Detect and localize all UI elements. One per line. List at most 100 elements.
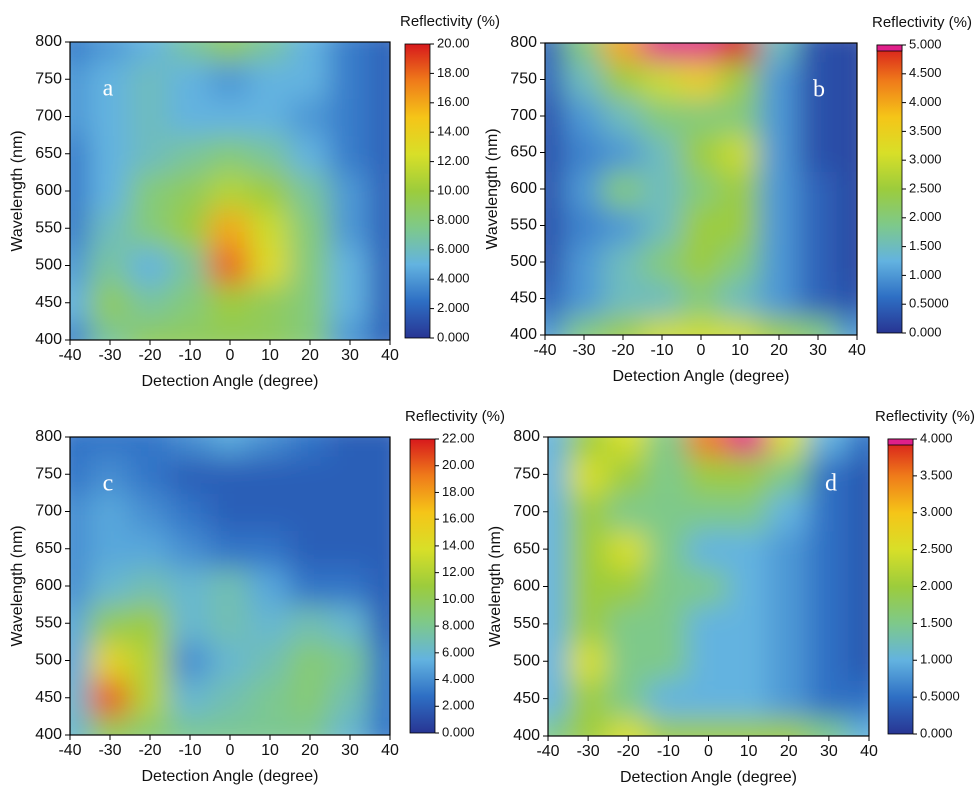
heat-cell [369, 245, 390, 286]
heat-cell [767, 604, 810, 644]
heat-cell [545, 133, 566, 172]
colorbar-tick-label: 4.000 [909, 94, 942, 109]
heat-cell [249, 245, 291, 286]
heat-cell [807, 492, 850, 532]
heat-cell [602, 133, 644, 172]
y-tick-label: 800 [35, 428, 62, 445]
heat-cell [687, 437, 730, 457]
heat-cell [369, 134, 390, 174]
y-tick-label: 400 [35, 726, 62, 743]
heat-cell [289, 42, 331, 62]
heat-cell [836, 242, 857, 282]
heat-cell [70, 320, 91, 340]
heat-cell [209, 208, 251, 248]
heat-cell [602, 279, 644, 318]
heat-cell [369, 208, 390, 248]
colorbar-tick-label: 4.000 [437, 271, 470, 286]
heat-cell [89, 715, 131, 735]
heat-cell [289, 96, 331, 137]
colorbar-tick-label: 1.500 [920, 615, 953, 630]
x-tick-label: -30 [98, 742, 121, 759]
heat-cell [607, 437, 650, 457]
heat-cell [807, 678, 850, 719]
heat-cell [647, 678, 690, 719]
colorbar-title: Reflectivity (%) [400, 13, 500, 30]
heat-cell [169, 678, 211, 718]
heat-cell [687, 641, 730, 681]
heat-cell [680, 133, 722, 172]
colorbar [409, 438, 436, 734]
heat-cell [249, 437, 291, 457]
heat-cell [680, 60, 722, 99]
heat-cell [687, 566, 730, 607]
colorbar-tick-label: 5.000 [909, 36, 942, 51]
heat-cell [89, 437, 131, 457]
heat-cell [70, 491, 91, 532]
colorbar-tick-label: 2.000 [909, 209, 942, 224]
heat-cell [563, 169, 605, 209]
y-tick-label: 550 [513, 615, 540, 632]
y-tick-label: 550 [510, 217, 537, 234]
heat-cell [369, 678, 390, 718]
heat-cell [209, 715, 251, 735]
heat-cell [169, 715, 211, 735]
heat-cell [807, 437, 850, 457]
heat-cell [70, 134, 91, 174]
y-tick-label: 800 [35, 33, 62, 50]
panel-label: d [825, 471, 837, 497]
y-tick-label: 400 [513, 727, 540, 744]
heat-cell [169, 134, 211, 174]
heat-cell [727, 716, 770, 736]
heat-cell [289, 134, 331, 174]
colorbar-tick-label: 2.500 [909, 180, 942, 195]
heat-cell [369, 603, 390, 643]
colorbar-title: Reflectivity (%) [405, 408, 505, 425]
heat-cell [369, 529, 390, 569]
y-tick-label: 650 [510, 144, 537, 161]
heat-cell [89, 283, 131, 323]
heat-cell [719, 60, 761, 99]
colorbar [404, 43, 431, 339]
heat-cell [249, 715, 291, 735]
heat-cell [70, 96, 91, 137]
heat-cell [209, 678, 251, 718]
colorbar-tick-label: 10.00 [437, 182, 470, 197]
heat-cell [169, 454, 211, 494]
heat-cell [847, 566, 869, 607]
heat-cell [847, 716, 869, 736]
heat-cell [329, 678, 371, 718]
heat-cell [563, 60, 605, 99]
heat-cell [727, 566, 770, 607]
colorbar-tick-label: 14.00 [437, 124, 470, 139]
heatmap-cells [70, 437, 390, 735]
y-tick-label: 500 [510, 253, 537, 270]
colorbar-tick-label: 2.500 [920, 541, 953, 556]
heat-cell [641, 206, 683, 245]
heat-cell [169, 529, 211, 569]
heat-cell [607, 641, 650, 681]
panel-label: b [813, 77, 825, 103]
heat-cell [727, 454, 770, 495]
heat-cell [719, 242, 761, 282]
y-tick-label: 450 [513, 690, 540, 707]
heat-cell [329, 454, 371, 494]
heat-cell [329, 640, 371, 681]
heat-cell [289, 640, 331, 681]
y-tick-label: 700 [513, 503, 540, 520]
heat-cell [329, 134, 371, 174]
heat-cell [329, 42, 371, 62]
x-tick-label: -40 [536, 743, 559, 760]
heat-cell [641, 133, 683, 172]
heat-cell [129, 437, 171, 457]
x-tick-label: -20 [617, 743, 640, 760]
y-tick-label: 650 [513, 540, 540, 557]
heat-cell [209, 603, 251, 643]
heat-cell [89, 678, 131, 718]
heat-cell [289, 208, 331, 248]
heat-cell [129, 454, 171, 494]
y-tick-label: 600 [513, 578, 540, 595]
x-tick-label: 10 [740, 743, 758, 760]
heat-cell [847, 492, 869, 532]
x-axis-label: Detection Angle (degree) [613, 368, 790, 385]
